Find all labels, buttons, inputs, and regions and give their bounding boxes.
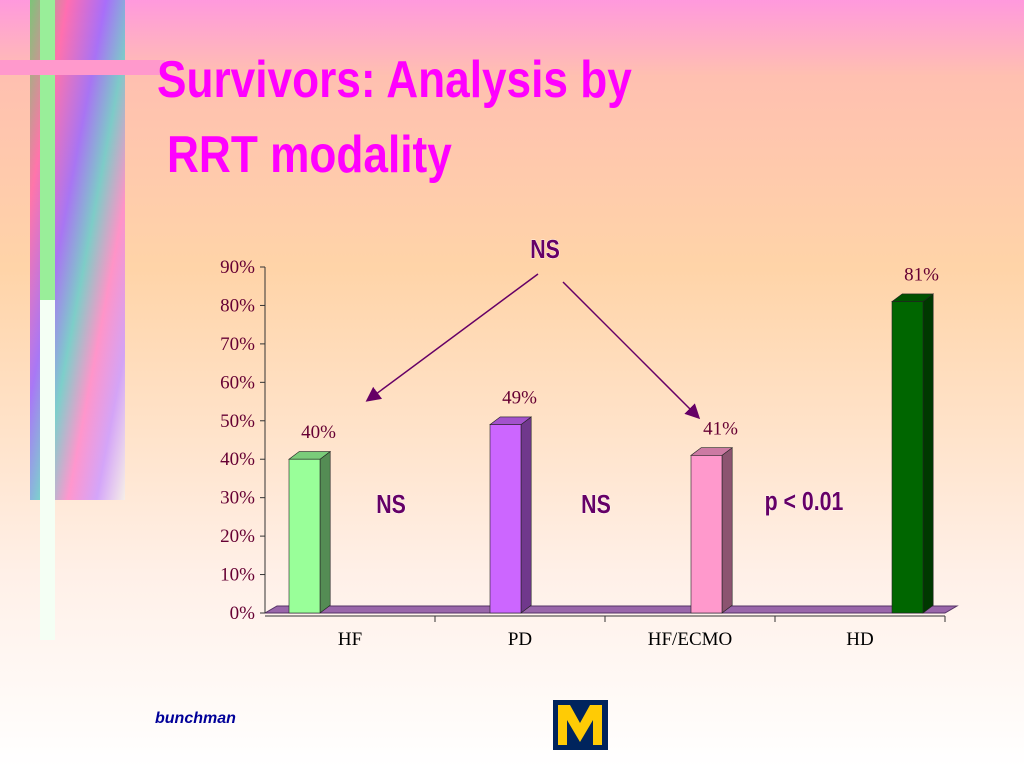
arrow: [365, 273, 539, 402]
floor: [263, 605, 959, 614]
y-tick-label: 60%: [220, 372, 255, 393]
bar: [489, 424, 522, 614]
x-tick-label: PD: [508, 629, 532, 650]
decor-bar: [0, 60, 165, 75]
x-tick-label: HD: [846, 629, 873, 650]
title-line: RRT modality: [167, 126, 452, 184]
bar-side: [922, 293, 934, 614]
y-tick-label: 50%: [220, 411, 255, 432]
y-tick-label: 10%: [220, 565, 255, 586]
bar-side: [520, 416, 532, 614]
bar-side: [721, 447, 733, 614]
bar: [891, 301, 924, 614]
y-tick-label: 80%: [220, 295, 255, 316]
x-tick-label: HF/ECMO: [648, 629, 732, 650]
annotation: NS: [376, 490, 406, 520]
decor-bar: [40, 300, 55, 640]
y-tick-label: 30%: [220, 488, 255, 509]
y-tick-label: 70%: [220, 334, 255, 355]
bar-side: [319, 450, 331, 614]
x-tick-label: HF: [338, 629, 362, 650]
bar: [288, 458, 321, 614]
bar: [690, 455, 723, 614]
y-tick-label: 40%: [220, 449, 255, 470]
annotation: p < 0.01: [765, 487, 844, 517]
value-label: 49%: [502, 388, 537, 409]
value-label: 41%: [703, 418, 738, 439]
y-tick-label: 0%: [230, 603, 256, 624]
annotation: NS: [581, 490, 611, 520]
title-line: Survivors: Analysis by: [157, 51, 632, 109]
y-tick-label: 90%: [220, 257, 255, 278]
value-label: 40%: [301, 422, 336, 443]
y-tick-label: 20%: [220, 526, 255, 547]
arrow: [562, 281, 701, 420]
footer: bunchman: [155, 710, 236, 727]
annotation: NS: [530, 235, 560, 265]
logo: [553, 700, 608, 750]
value-label: 81%: [904, 265, 939, 286]
